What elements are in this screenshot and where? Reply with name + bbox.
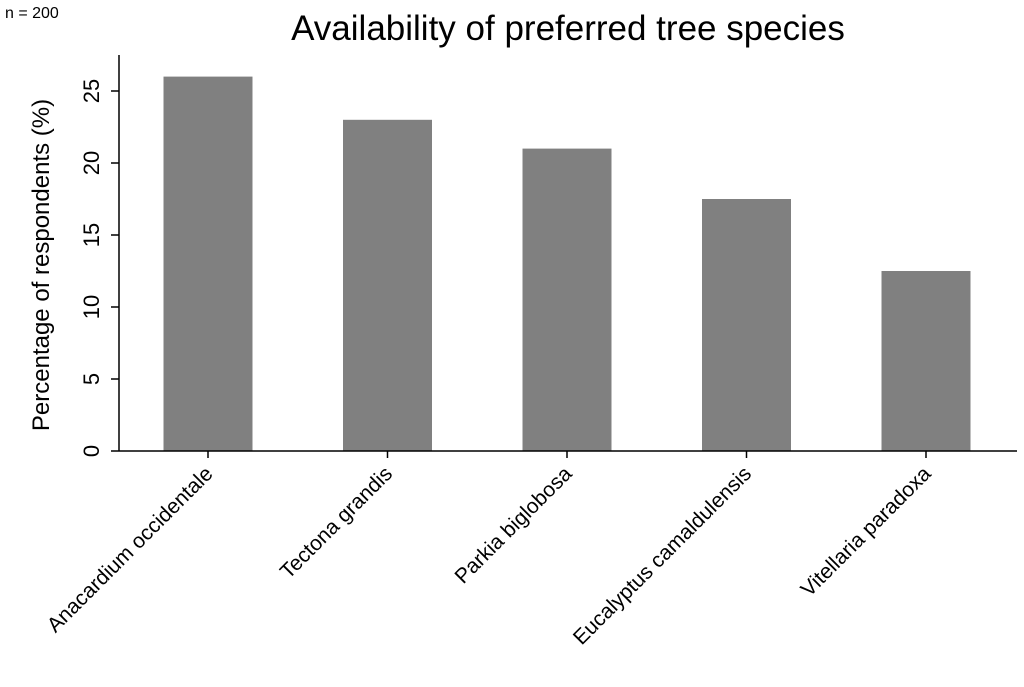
x-tick-label: Eucalyptus camaldulensis (569, 462, 756, 649)
y-tick-label: 15 (79, 223, 104, 247)
bar-3 (522, 148, 612, 451)
y-axis: 0 5 10 15 20 25 (79, 55, 120, 457)
bar-4 (702, 199, 791, 451)
y-tick-label: 0 (79, 445, 104, 457)
bar-5 (881, 271, 971, 451)
y-tick-label: 20 (79, 151, 104, 175)
y-tick-label: 5 (79, 373, 104, 385)
y-tick-label: 25 (79, 79, 104, 103)
x-tick-label: Parkia biglobosa (450, 462, 576, 588)
bars-group (163, 76, 971, 452)
y-axis-label: Percentage of respondents (%) (28, 99, 55, 431)
x-tick-label: Vitellaria paradoxa (797, 462, 936, 601)
bar-2 (343, 119, 432, 452)
bar-1 (163, 76, 253, 451)
x-axis: Anacardium occidentale Tectona grandis Par… (43, 450, 1017, 649)
x-tick-label: Anacardium occidentale (43, 462, 218, 637)
y-tick-label: 10 (79, 295, 104, 319)
sample-size-note: n = 200 (5, 5, 59, 22)
x-tick-label: Tectona grandis (276, 462, 397, 583)
chart-title: Availability of preferred tree species (291, 9, 845, 48)
